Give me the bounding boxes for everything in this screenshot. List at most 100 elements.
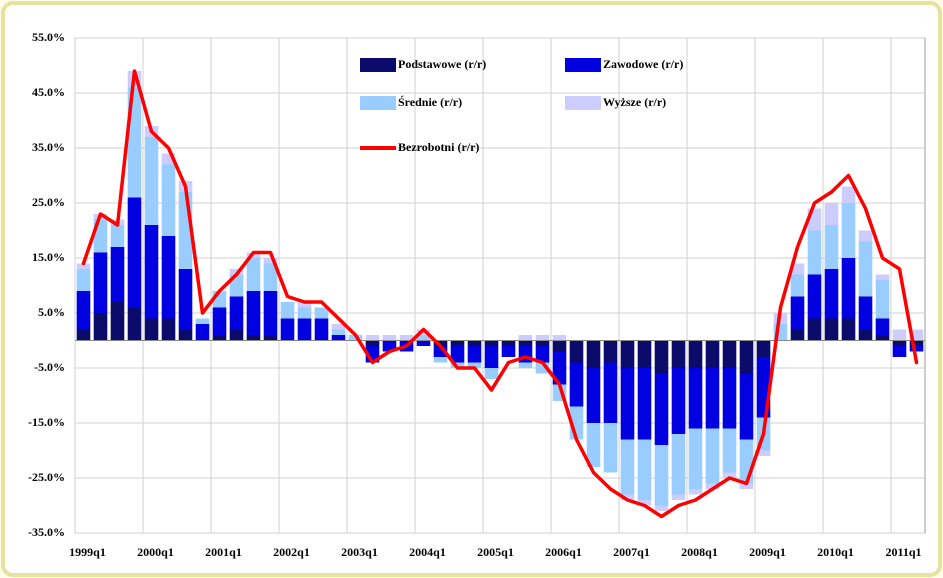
y-tick-label: -15.0% — [28, 415, 65, 429]
bar-segment — [263, 263, 278, 291]
bar-segment — [314, 318, 329, 341]
bar-segment — [858, 230, 873, 242]
bar-segment — [161, 164, 176, 236]
legend-label: Podstawowe (r/r) — [398, 57, 486, 71]
bar-segment — [450, 340, 465, 346]
bar-segment — [229, 296, 244, 330]
bar-segment — [705, 483, 720, 489]
bar-segment — [280, 318, 295, 341]
bar-segment — [620, 494, 635, 500]
bar-segment — [212, 335, 227, 341]
bar-segment — [841, 186, 856, 203]
bar-segment — [450, 346, 465, 363]
bar-segment — [433, 357, 448, 363]
bar-segment — [858, 296, 873, 330]
bar-segment — [892, 329, 907, 341]
bar-segment — [110, 247, 125, 302]
bar-segment — [705, 368, 720, 429]
plot-area — [74, 37, 926, 534]
bar-segment — [212, 307, 227, 335]
bar-segment — [484, 368, 499, 379]
bar-segment — [875, 318, 890, 335]
bar-segment — [263, 291, 278, 335]
bar-segment — [637, 368, 652, 440]
bar-segment — [552, 335, 567, 341]
bar-segment — [416, 329, 431, 335]
bar-segment — [671, 434, 686, 495]
bar-segment — [263, 258, 278, 264]
bar-segment — [416, 340, 431, 346]
bar-segment — [807, 230, 822, 275]
bar-segment — [739, 373, 754, 440]
bar-segment — [76, 263, 91, 269]
legend-swatch — [360, 96, 396, 110]
bar-segment — [297, 302, 312, 308]
bar-segment — [739, 340, 754, 374]
bar-segment — [178, 269, 193, 330]
legend-swatch — [360, 58, 396, 72]
bar-segment — [144, 225, 159, 319]
bar-segment — [603, 423, 618, 473]
bar-segment — [790, 274, 805, 297]
x-tick-label: 2000q1 — [137, 545, 174, 559]
bar-segment — [76, 329, 91, 341]
bar-segment — [331, 329, 346, 335]
bar-segment — [841, 203, 856, 258]
bar-segment — [688, 368, 703, 429]
bar-segment — [790, 263, 805, 275]
bar-segment — [161, 318, 176, 341]
bar-segment — [909, 346, 924, 352]
bar-segment — [331, 335, 346, 341]
bar-segment — [535, 346, 550, 363]
bar-segment — [688, 489, 703, 495]
bar-segment — [161, 236, 176, 319]
bar-segment — [76, 291, 91, 330]
legend-swatch — [565, 96, 601, 110]
bar-segment — [365, 340, 380, 346]
bar-segment — [586, 423, 601, 467]
bar-segment — [433, 346, 448, 357]
x-tick-label: 2001q1 — [205, 545, 242, 559]
bar-segment — [654, 340, 669, 374]
bar-segment — [722, 368, 737, 429]
bar-segment — [688, 428, 703, 489]
bar-segment — [705, 340, 720, 368]
x-tick-label: 2006q1 — [545, 545, 582, 559]
bar-segment — [297, 307, 312, 319]
x-tick-label: 2011q1 — [885, 545, 921, 559]
bar-segment — [892, 340, 907, 346]
y-tick-label: 45.0% — [32, 85, 65, 99]
bar-segment — [603, 362, 618, 423]
bar-segment — [127, 307, 142, 341]
bar-segment — [467, 340, 482, 346]
bar-segment — [739, 483, 754, 489]
bar-segment — [246, 258, 261, 291]
legend-swatch — [565, 58, 601, 72]
bar-segment — [314, 307, 329, 319]
bar-segment — [280, 302, 295, 319]
x-tick-label: 2005q1 — [477, 545, 514, 559]
bar-segment — [297, 318, 312, 341]
bar-segment — [671, 368, 686, 434]
legend-label: Wyższe (r/r) — [603, 95, 666, 109]
bar-segment — [195, 324, 210, 341]
bar-segment — [76, 269, 91, 291]
bar-segment — [858, 329, 873, 341]
bar-segment — [93, 252, 108, 313]
bar-segment — [637, 500, 652, 506]
y-tick-label: -5.0% — [34, 360, 65, 374]
bar-segment — [552, 340, 567, 352]
bar-segment — [722, 340, 737, 368]
bar-segment — [841, 258, 856, 319]
bar-segment — [654, 445, 669, 506]
bar-segment — [875, 274, 890, 280]
bar-segment — [569, 340, 584, 363]
bar-segment — [501, 346, 516, 357]
bar-segment — [263, 335, 278, 341]
bar-segment — [195, 318, 210, 324]
bar-segment — [586, 368, 601, 423]
bar-segment — [909, 340, 924, 346]
bar-segment — [365, 335, 380, 341]
bar-segment — [858, 241, 873, 297]
bar-segment — [620, 340, 635, 368]
